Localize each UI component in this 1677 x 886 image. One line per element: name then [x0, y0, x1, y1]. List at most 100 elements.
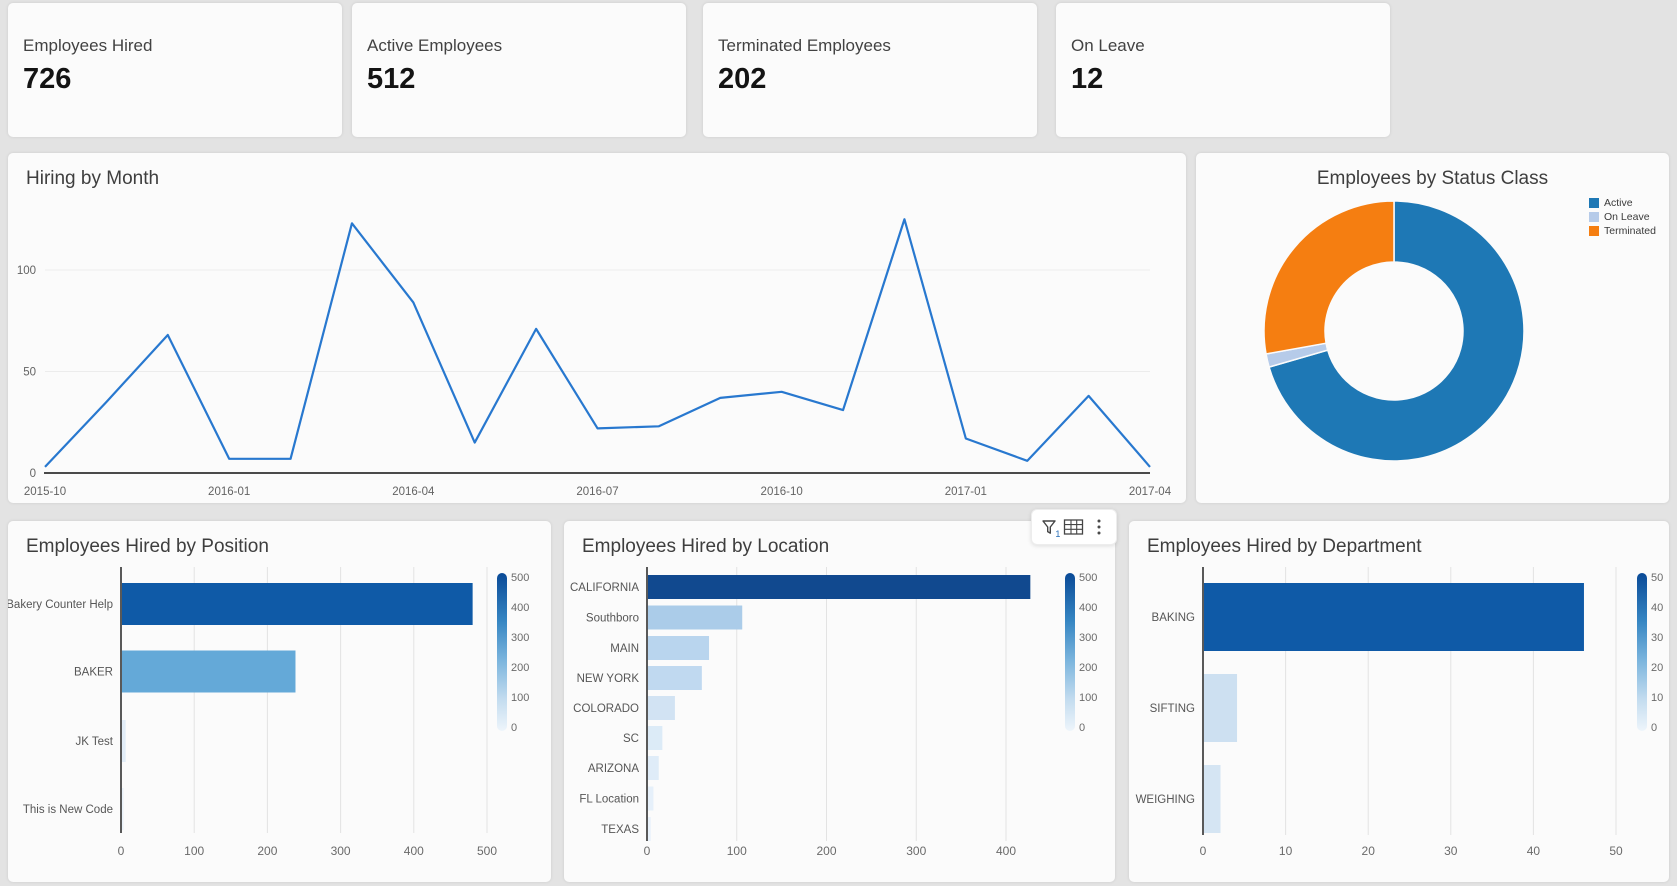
- bar-fl-location[interactable]: [648, 786, 654, 811]
- y-axis-tick-label: 100: [17, 265, 36, 277]
- x-axis-tick-label: 2017-04: [1129, 486, 1172, 498]
- line-series-hired[interactable]: [44, 218, 1151, 468]
- x-axis-tick-label: 20: [1362, 844, 1376, 858]
- filter-count-badge: 1: [1055, 529, 1061, 539]
- hiring-by-month-card: Hiring by Month 0 50 100 2015-10 2016-01 2016…: [8, 153, 1186, 503]
- x-axis-tick-label: 10: [1279, 844, 1293, 858]
- x-axis-tick-label: 2016-07: [576, 486, 618, 498]
- hiring-by-month-chart: 0 50 100 2015-10 2016-01 2016-04 2016-07 2016-1…: [8, 197, 1186, 503]
- bar-california[interactable]: [648, 575, 1031, 599]
- donut-slice-active[interactable]: [1268, 200, 1525, 462]
- donut-legend: Active On Leave Terminated: [1589, 197, 1656, 239]
- chart-title: Hiring by Month: [26, 168, 160, 189]
- table-icon[interactable]: [1062, 515, 1086, 539]
- kpi-value: 726: [23, 63, 72, 95]
- category-label: CALIFORNIA: [570, 582, 639, 594]
- bar-sc[interactable]: [648, 726, 663, 750]
- bar-main[interactable]: [648, 636, 710, 660]
- legend-item-active[interactable]: Active: [1589, 197, 1656, 209]
- bar-baker[interactable]: [122, 650, 296, 693]
- bar-baking[interactable]: [1204, 583, 1584, 651]
- x-axis-tick-label: 200: [257, 844, 277, 858]
- category-label: NEW YORK: [577, 673, 640, 685]
- colorbar-tick-label: 100: [1079, 692, 1097, 704]
- x-axis-tick-label: 50: [1609, 844, 1623, 858]
- x-axis-tick-label: 2017-01: [945, 486, 987, 498]
- x-axis-tick-label: 300: [331, 844, 351, 858]
- bar-sifting[interactable]: [1204, 674, 1238, 742]
- colorbar-tick-label: 0: [511, 722, 517, 734]
- kpi-label: On Leave: [1071, 36, 1145, 55]
- y-axis-tick-label: 50: [23, 367, 36, 379]
- colorbar-tick-label: 300: [1079, 632, 1097, 644]
- colorbar-tick-label: 300: [511, 632, 529, 644]
- category-label: COLORADO: [573, 703, 639, 715]
- legend-item-on-leave[interactable]: On Leave: [1589, 211, 1656, 223]
- hired-by-location-card: Employees Hired by Location 0 100 200 300 40…: [564, 521, 1115, 882]
- kpi-value: 12: [1071, 63, 1104, 95]
- kpi-card-on-leave: On Leave 12: [1056, 3, 1390, 137]
- legend-item-terminated[interactable]: Terminated: [1589, 225, 1656, 237]
- legend-label: On Leave: [1604, 211, 1650, 223]
- x-axis-tick-label: 2016-01: [208, 486, 250, 498]
- category-label: ARIZONA: [588, 763, 639, 775]
- x-axis-tick-label: 100: [727, 844, 747, 858]
- chart-title: Employees Hired by Department: [1147, 536, 1422, 557]
- colorbar-tick-label: 20: [1651, 662, 1663, 674]
- kpi-label: Active Employees: [367, 36, 503, 55]
- x-axis-tick-label: 2015-10: [24, 486, 66, 498]
- hired-by-position-card: Employees Hired by Position 0 100 200 300 40…: [8, 521, 551, 882]
- legend-label: Terminated: [1604, 225, 1656, 237]
- category-label: Bakery Counter Help: [8, 599, 113, 611]
- colorbar-tick-label: 0: [1079, 722, 1085, 734]
- category-label: SC: [623, 733, 639, 745]
- category-label: BAKER: [74, 667, 113, 679]
- bar-arizona[interactable]: [648, 756, 659, 780]
- x-axis-tick-label: 100: [184, 844, 204, 858]
- bar-new-york[interactable]: [648, 666, 702, 690]
- hired-by-location-chart: 0 100 200 300 400 CALIFORNIA Southboro MAIN NEW …: [564, 563, 1115, 882]
- kpi-card-employees-hired: Employees Hired 726: [8, 3, 342, 137]
- bar-bakery-counter-help[interactable]: [122, 583, 473, 625]
- legend-swatch: [1589, 226, 1599, 236]
- hired-by-department-card: Employees Hired by Department 0 10 20 30 40 5…: [1129, 521, 1669, 882]
- colorbar-legend: [497, 573, 507, 731]
- category-label: MAIN: [610, 643, 639, 655]
- legend-swatch: [1589, 198, 1599, 208]
- bar-this-is-new-code[interactable]: [122, 788, 124, 830]
- category-label: FL Location: [579, 794, 639, 806]
- kpi-label: Employees Hired: [23, 36, 153, 55]
- kpi-card-active-employees: Active Employees 512: [352, 3, 686, 137]
- x-axis-tick-label: 0: [118, 844, 125, 858]
- bar-jk-test[interactable]: [122, 720, 126, 762]
- category-label: This is New Code: [23, 804, 113, 816]
- colorbar-legend: [1065, 573, 1075, 731]
- category-label: TEXAS: [601, 824, 639, 836]
- x-axis-tick-label: 2016-04: [392, 486, 435, 498]
- colorbar-tick-label: 30: [1651, 632, 1663, 644]
- kpi-label: Terminated Employees: [718, 36, 891, 55]
- y-axis-tick-label: 0: [30, 468, 36, 480]
- x-axis-tick-label: 0: [644, 844, 651, 858]
- bar-southboro[interactable]: [648, 605, 743, 630]
- bar-texas[interactable]: [648, 817, 651, 841]
- category-label: Southboro: [586, 613, 639, 625]
- colorbar-legend: [1637, 573, 1647, 731]
- chart-title: Employees Hired by Location: [582, 536, 830, 557]
- kebab-menu-icon[interactable]: [1087, 515, 1111, 539]
- x-axis-tick-label: 30: [1444, 844, 1458, 858]
- x-axis-tick-label: 0: [1200, 844, 1207, 858]
- bar-colorado[interactable]: [648, 696, 675, 720]
- kpi-card-terminated-employees: Terminated Employees 202: [703, 3, 1037, 137]
- bar-weighing[interactable]: [1204, 765, 1221, 833]
- x-axis-tick-label: 500: [477, 844, 497, 858]
- category-label: BAKING: [1152, 612, 1196, 624]
- donut-slice-terminated[interactable]: [1263, 200, 1395, 355]
- hired-by-position-chart: 0 100 200 300 400 500 Bakery Counter Help BAKER…: [8, 563, 551, 882]
- colorbar-tick-label: 400: [1079, 602, 1097, 614]
- filter-icon[interactable]: 1: [1037, 515, 1061, 539]
- colorbar-tick-label: 10: [1651, 692, 1663, 704]
- legend-swatch: [1589, 212, 1599, 222]
- colorbar-tick-label: 100: [511, 692, 529, 704]
- status-class-donut-chart: [1196, 153, 1669, 503]
